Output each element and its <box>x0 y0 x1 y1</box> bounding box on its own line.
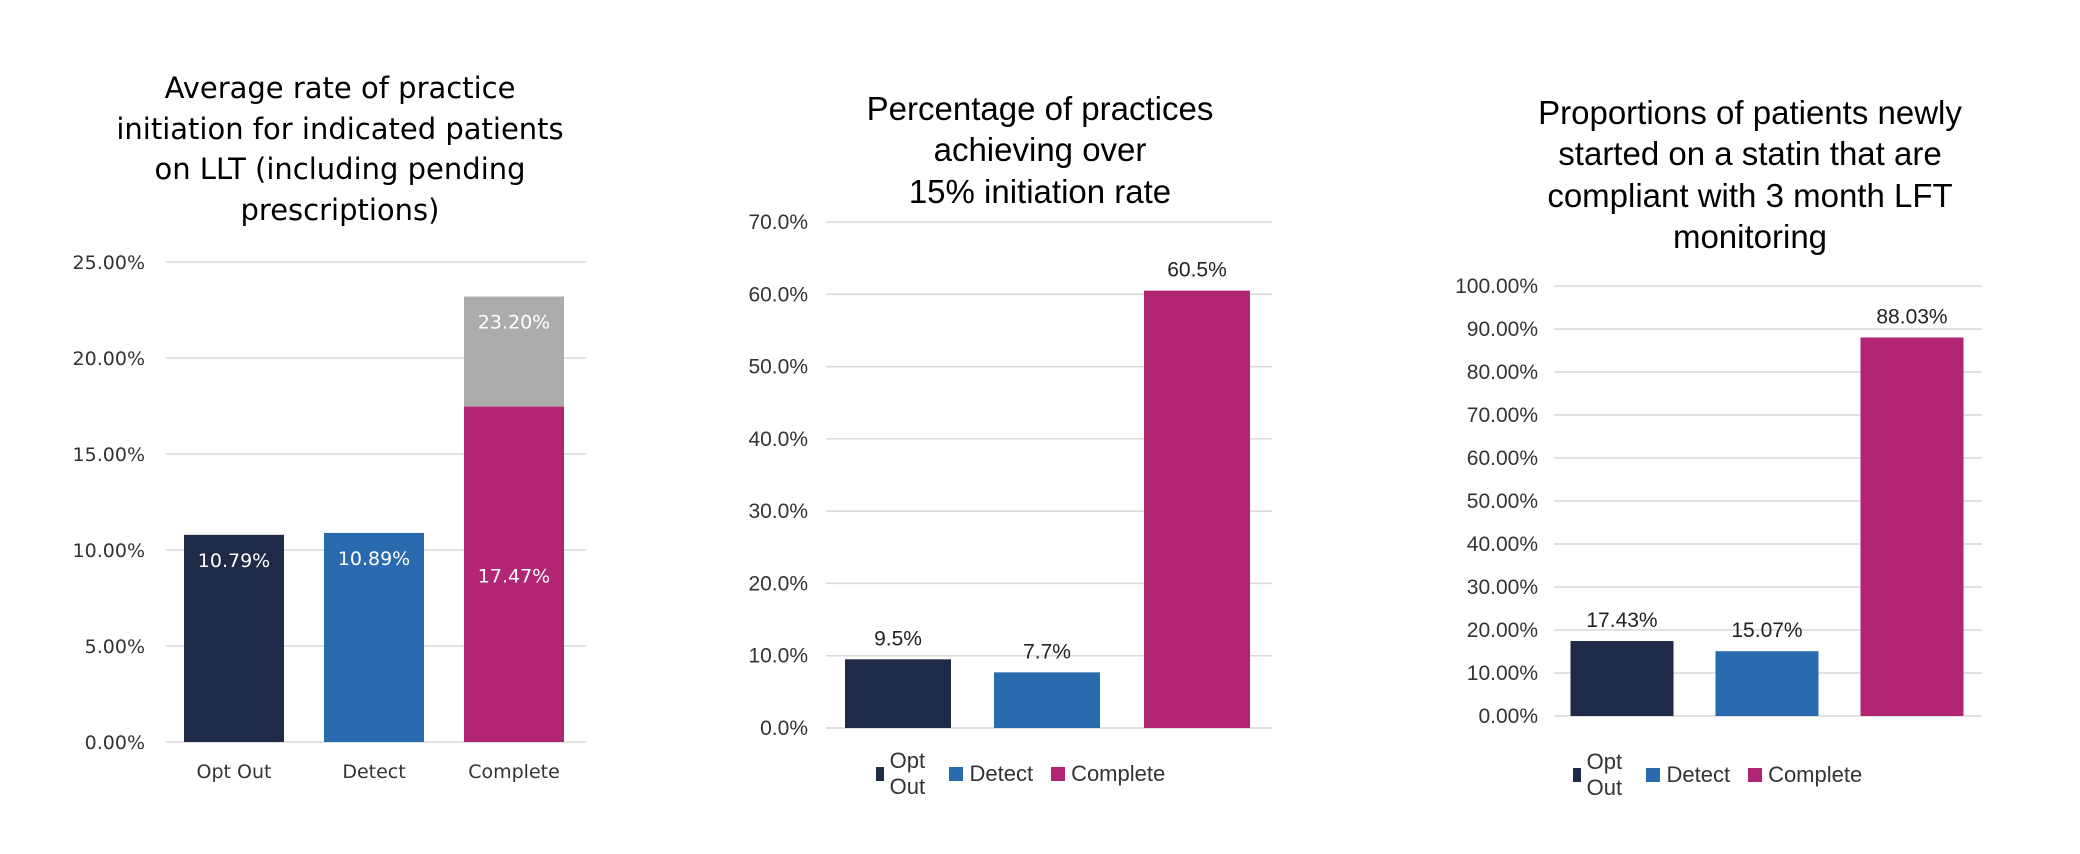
y-tick-label: 70.00% <box>1467 404 1538 427</box>
legend-item-complete: Complete <box>1051 748 1165 800</box>
y-tick-label: 10.00% <box>1467 662 1538 685</box>
chart-1-title-line-3: on LLT (including pending <box>154 152 526 187</box>
chart-1-title: Average rate of practice initiation for … <box>110 68 570 230</box>
y-tick-label: 100.00% <box>1455 275 1538 298</box>
legend-swatch-opt-out <box>876 767 884 781</box>
y-tick-label: 0.0% <box>760 717 808 740</box>
chart-1-title-line-4: prescriptions) <box>240 192 440 227</box>
y-tick-label: 40.00% <box>1467 533 1538 556</box>
chart-3-title-line-3: compliant with 3 month LFT <box>1547 176 1953 214</box>
y-tick-label: 25.00% <box>73 252 145 274</box>
chart-2-title-line-1: Percentage of practices <box>866 90 1214 127</box>
bar-opt-out <box>184 534 284 742</box>
legend-swatch-detect <box>949 767 964 781</box>
bar-complete-pending <box>464 296 564 407</box>
data-label: 17.47% <box>478 565 550 587</box>
chart-3-legend: Opt Out Detect Complete <box>1573 749 1862 801</box>
legend-swatch-complete <box>1748 768 1763 782</box>
legend-label: Opt Out <box>889 748 926 799</box>
bar-opt-out <box>1570 641 1674 716</box>
bar-complete <box>1860 337 1964 716</box>
bar-detect <box>1715 651 1819 716</box>
y-tick-label: 0.00% <box>85 732 145 754</box>
y-tick-label: 10.00% <box>73 540 145 562</box>
data-label: 7.7% <box>1023 640 1071 663</box>
chart-3-title-line-2: started on a statin that are <box>1558 135 1942 173</box>
y-tick-label: 90.00% <box>1467 318 1538 341</box>
bar-opt-out <box>845 659 951 728</box>
x-category-label: Opt Out <box>197 761 272 783</box>
y-tick-label: 40.0% <box>748 428 808 451</box>
y-tick-label: 50.0% <box>748 356 808 379</box>
legend-swatch-opt-out <box>1573 768 1581 782</box>
chart-3-title-line-4: monitoring <box>1672 217 1828 255</box>
legend-item-opt-out: Opt Out <box>1573 749 1628 801</box>
x-category-label: Complete <box>468 761 560 783</box>
legend-item-detect: Detect <box>1646 749 1730 801</box>
legend-swatch-detect <box>1646 768 1661 782</box>
data-label: 15.07% <box>1731 619 1802 642</box>
legend-label: Detect <box>969 761 1034 786</box>
data-label: 60.5% <box>1167 259 1227 282</box>
legend-label: Complete <box>1768 762 1863 787</box>
legend-item-opt-out: Opt Out <box>876 748 931 800</box>
data-label: 10.89% <box>338 548 410 570</box>
chart-3-title-line-1: Proportions of patients newly <box>1538 94 1962 131</box>
chart-2-title-line-3: 15% initiation rate <box>908 172 1172 210</box>
chart-1-title-line-1: Average rate of practice <box>164 71 516 105</box>
y-tick-label: 10.0% <box>748 645 808 668</box>
y-tick-label: 50.00% <box>1467 490 1538 513</box>
y-tick-label: 60.00% <box>1467 447 1538 470</box>
legend-label: Complete <box>1071 761 1166 786</box>
bar-complete <box>464 406 564 742</box>
data-label: 9.5% <box>874 627 922 650</box>
chart-2-legend: Opt Out Detect Complete <box>876 748 1165 800</box>
chart-1-title-line-2: initiation for indicated patients <box>116 111 564 146</box>
y-tick-label: 0.00% <box>1478 705 1538 728</box>
legend-swatch-complete <box>1051 767 1066 781</box>
data-label: 88.03% <box>1876 305 1947 328</box>
chart-2-title-line-2: achieving over <box>933 131 1147 169</box>
data-label: 10.79% <box>198 550 270 572</box>
y-tick-label: 5.00% <box>85 636 145 658</box>
bar-detect <box>324 532 424 742</box>
chart-3-title: Proportions of patients newly started on… <box>1500 92 2000 257</box>
legend-label: Opt Out <box>1586 749 1623 800</box>
y-tick-label: 60.0% <box>748 283 808 306</box>
y-tick-label: 20.00% <box>1467 619 1538 642</box>
y-tick-label: 30.0% <box>748 500 808 523</box>
y-tick-label: 30.00% <box>1467 576 1538 599</box>
y-tick-label: 20.00% <box>73 348 145 370</box>
chart-2-title: Percentage of practices achieving over 1… <box>820 88 1260 212</box>
legend-item-detect: Detect <box>949 748 1033 800</box>
y-tick-label: 80.00% <box>1467 361 1538 384</box>
data-label: 17.43% <box>1586 609 1657 632</box>
y-tick-label: 20.0% <box>748 572 808 595</box>
y-tick-label: 70.0% <box>748 211 808 234</box>
data-label: 23.20% <box>478 312 550 334</box>
bar-complete <box>1144 290 1250 728</box>
legend-item-complete: Complete <box>1748 749 1862 801</box>
x-category-label: Detect <box>342 761 405 783</box>
y-tick-label: 15.00% <box>73 444 145 466</box>
legend-label: Detect <box>1666 762 1731 787</box>
bar-detect <box>994 672 1100 728</box>
